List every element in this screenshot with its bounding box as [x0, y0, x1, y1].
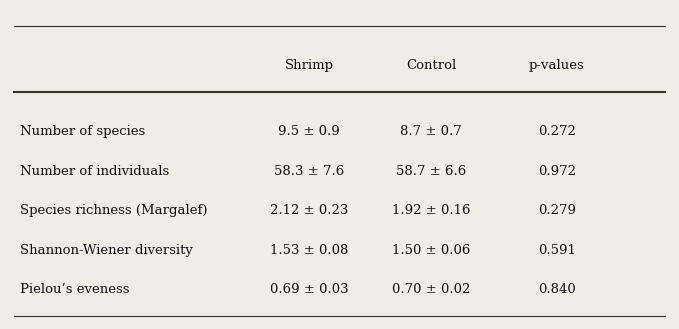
Text: 0.272: 0.272 — [538, 125, 576, 138]
Text: 58.7 ± 6.6: 58.7 ± 6.6 — [396, 164, 466, 178]
Text: Pielou’s eveness: Pielou’s eveness — [20, 283, 130, 296]
Text: 58.3 ± 7.6: 58.3 ± 7.6 — [274, 164, 344, 178]
Text: 0.972: 0.972 — [538, 164, 576, 178]
Text: p-values: p-values — [529, 59, 585, 72]
Text: 2.12 ± 0.23: 2.12 ± 0.23 — [270, 204, 348, 217]
Text: 1.50 ± 0.06: 1.50 ± 0.06 — [392, 243, 471, 257]
Text: 0.279: 0.279 — [538, 204, 576, 217]
Text: Control: Control — [406, 59, 456, 72]
Text: 9.5 ± 0.9: 9.5 ± 0.9 — [278, 125, 340, 138]
Text: 8.7 ± 0.7: 8.7 ± 0.7 — [401, 125, 462, 138]
Text: 1.92 ± 0.16: 1.92 ± 0.16 — [392, 204, 471, 217]
Text: Number of individuals: Number of individuals — [20, 164, 170, 178]
Text: 0.591: 0.591 — [538, 243, 576, 257]
Text: Number of species: Number of species — [20, 125, 145, 138]
Text: Species richness (Margalef): Species richness (Margalef) — [20, 204, 208, 217]
Text: Shrimp: Shrimp — [285, 59, 333, 72]
Text: Shannon-Wiener diversity: Shannon-Wiener diversity — [20, 243, 194, 257]
Text: 1.53 ± 0.08: 1.53 ± 0.08 — [270, 243, 348, 257]
Text: 0.840: 0.840 — [538, 283, 576, 296]
Text: 0.70 ± 0.02: 0.70 ± 0.02 — [392, 283, 471, 296]
Text: 0.69 ± 0.03: 0.69 ± 0.03 — [270, 283, 348, 296]
